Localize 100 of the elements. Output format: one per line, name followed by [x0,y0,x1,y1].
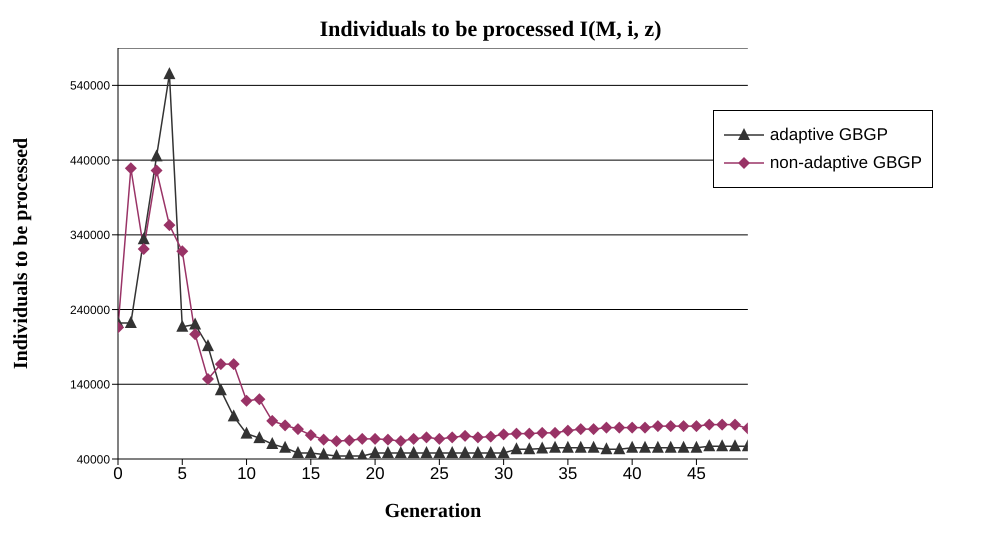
point [318,434,330,446]
point [382,434,394,446]
point [266,437,278,450]
point [189,328,202,340]
x-tick-label: 25 [430,464,449,484]
x-axis-title: Generation [384,500,482,522]
point [214,383,227,396]
legend-label: adaptive GBGP [770,125,888,145]
x-tick-label: 5 [178,464,188,484]
point [240,394,253,407]
point [202,373,214,386]
point [330,435,343,448]
point [498,446,510,458]
x-tick-label: 45 [686,464,706,484]
legend-label: non-adaptive GBGP [770,153,922,173]
y-axis-title: Individuals to be processed [10,138,32,370]
point [716,439,728,452]
point [292,423,304,436]
point [600,442,612,454]
point [613,442,626,454]
x-tick-label: 35 [558,464,578,484]
point [536,426,548,439]
point [228,409,240,422]
point [176,320,188,332]
point [214,358,227,370]
point [420,446,432,458]
y-tick-label: 440000 [70,153,110,168]
point [652,440,664,453]
point [562,424,574,437]
point [253,393,266,406]
point [292,446,304,458]
point [356,432,368,445]
y-tick-label: 540000 [70,78,110,93]
y-tick-label: 240000 [70,302,110,317]
point [459,430,472,442]
point [433,446,446,458]
y-tick-label: 140000 [70,378,110,392]
y-tick-label: 340000 [70,228,110,242]
x-tick-label: 40 [622,464,642,484]
point [652,420,664,432]
point [304,446,317,458]
point [343,434,356,446]
point [408,446,420,458]
point [613,422,626,434]
point [716,418,728,431]
point [574,423,587,436]
point [408,432,420,445]
point [588,440,600,453]
point [536,442,548,454]
point [588,423,600,436]
point [678,420,690,432]
point [318,448,330,459]
point [163,67,176,80]
point [150,164,163,177]
point [703,439,716,452]
x-tick-label: 30 [494,464,514,484]
x-tick-label: 20 [366,464,385,484]
point [664,440,677,453]
x-tick-label: 15 [301,464,320,484]
point [369,432,382,445]
point [138,243,150,256]
point [304,429,317,442]
point [163,219,176,232]
point [446,446,458,458]
point [523,442,536,454]
point [279,419,292,432]
point [690,440,702,453]
point [484,430,497,443]
point [510,442,522,454]
point [124,162,137,174]
point [574,440,587,453]
point [626,440,638,453]
point [446,431,458,444]
point [678,440,690,453]
point [728,418,741,431]
point [664,420,677,432]
point [498,428,510,440]
point [639,440,652,453]
point [549,440,562,453]
point [459,446,472,458]
point [420,431,432,444]
point [484,446,497,458]
point [433,432,446,445]
point [549,426,562,439]
chart-title: Individuals to be processed I(M, i, z) [318,15,662,43]
point [279,440,292,453]
point [703,418,716,431]
point [253,431,266,444]
y-tick-label: 40000 [76,452,110,466]
point [369,446,382,458]
x-tick-label: 0 [113,464,123,484]
point [150,149,163,162]
point [266,414,278,427]
x-tick-label: 10 [237,464,256,484]
point [382,446,394,458]
point [472,431,484,444]
point [523,428,536,440]
point [728,439,741,452]
point [626,422,638,434]
point [124,316,137,328]
